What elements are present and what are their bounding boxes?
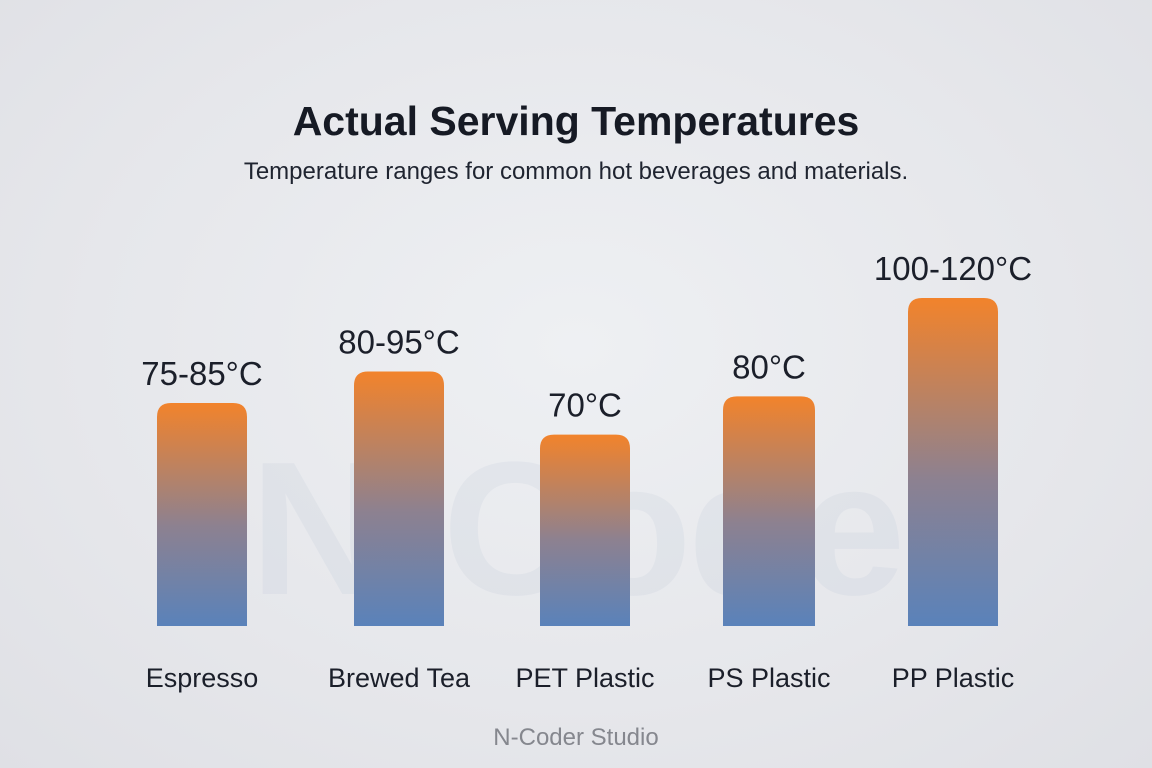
data-label: 70°C <box>548 387 622 424</box>
x-tick-label: PS Plastic <box>707 663 830 693</box>
x-tick-label: Brewed Tea <box>328 663 471 693</box>
bar-espresso <box>157 402 247 626</box>
bar-brewed-tea <box>354 371 444 626</box>
bar-pet-plastic <box>540 434 630 626</box>
x-tick-label: PET Plastic <box>515 663 654 693</box>
bars-layer: 75-85°C Espresso 80-95°C Brewed Tea 70°C PET … <box>141 250 1032 693</box>
bar-pp-plastic <box>908 298 998 626</box>
data-label: 75-85°C <box>141 355 262 392</box>
data-label: 100-120°C <box>874 250 1032 287</box>
bar-ps-plastic <box>723 396 815 626</box>
x-tick-label: PP Plastic <box>892 663 1015 693</box>
data-label: 80°C <box>732 348 806 385</box>
data-label: 80-95°C <box>338 324 459 361</box>
chart-subtitle: Temperature ranges for common hot bevera… <box>243 158 909 185</box>
x-tick-label: Espresso <box>146 663 259 693</box>
chart-title: Actual Serving Temperatures <box>292 98 860 144</box>
footer-credit: N-Coder Studio <box>493 724 659 751</box>
